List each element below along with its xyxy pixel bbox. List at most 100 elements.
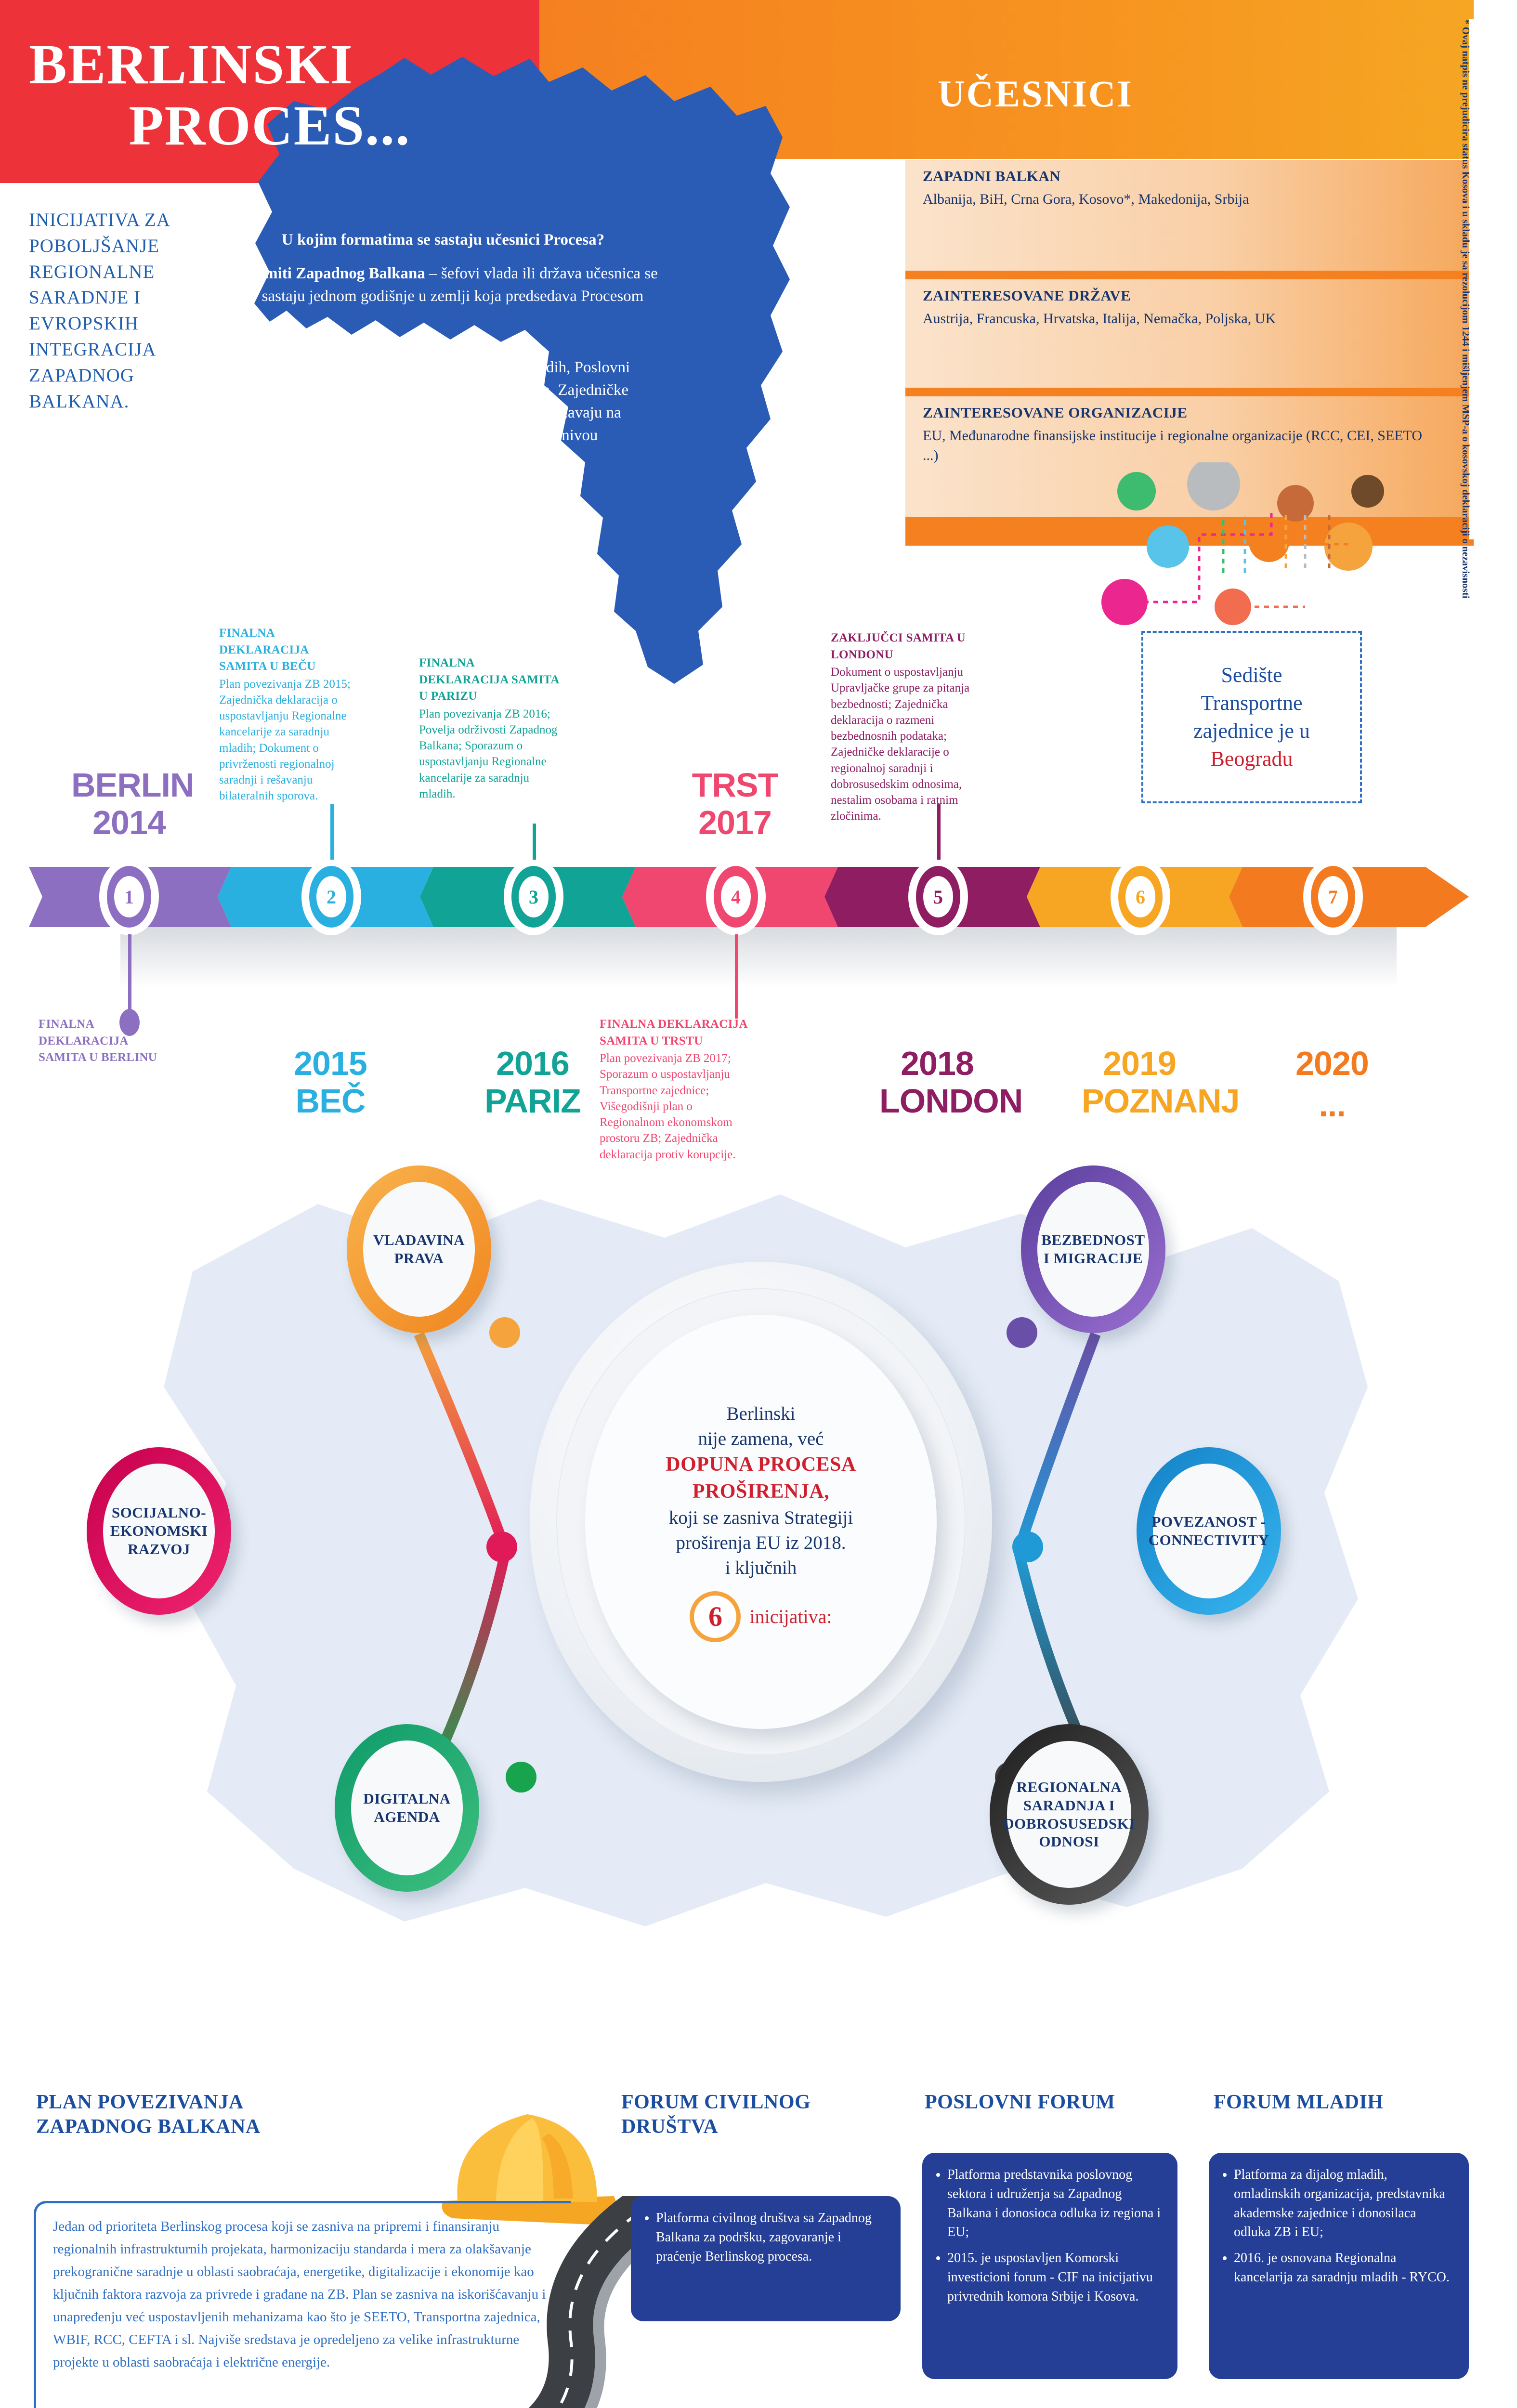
timeline-city-1: BERLIN bbox=[71, 766, 195, 804]
transport-line-1: Sedište bbox=[1221, 663, 1282, 687]
initiative-socioeconomic[interactable]: SOCIJALNO-EKONOMSKI RAZVOJ bbox=[87, 1447, 231, 1615]
timeline-leader-1-dot bbox=[119, 1009, 140, 1036]
timeline-node-6-number: 6 bbox=[1125, 876, 1155, 917]
participants-heading-orgs: ZAINTERESOVANE ORGANIZACIJE bbox=[923, 404, 1188, 421]
timeline-annotation-4: FINALNA DEKLARACIJA SAMITA U TRSTU Plan … bbox=[600, 1016, 754, 1163]
vertical-note-backdrop bbox=[1469, 19, 1487, 539]
intro-text: INICIJATIVA ZA POBOLJŠANJE REGIONALNE SA… bbox=[29, 209, 170, 412]
core-line-3: koji se zasniva Strategiji bbox=[668, 1507, 853, 1528]
youth-forum-card: Platforma za dijalog mladih, omladinskih… bbox=[1209, 2153, 1469, 2379]
timeline-leader-4 bbox=[735, 934, 738, 1019]
youth-forum-title: FORUM MLADIH bbox=[1214, 2091, 1384, 2113]
formats-item-summits: Samiti Zapadnog Balkana – šefovi vlada i… bbox=[241, 262, 665, 308]
timeline-node-4[interactable]: 4 bbox=[706, 858, 766, 935]
participants-bottom-bar bbox=[905, 517, 1474, 546]
timeline-year-5: 2018 bbox=[901, 1045, 974, 1082]
network-decoration bbox=[1101, 462, 1384, 625]
transport-community-box: Sedište Transportne zajednice je u Beogr… bbox=[1141, 631, 1362, 803]
core-red-line-1: DOPUNA PROCESA bbox=[666, 1453, 856, 1476]
timeline-leader-3 bbox=[533, 824, 536, 860]
transport-line-2: Transportne bbox=[1201, 691, 1303, 715]
timeline-node-2-number: 2 bbox=[316, 876, 346, 917]
timeline-annotation-5: ZAKLJUČCI SAMITA U LONDONU Dokument o us… bbox=[831, 630, 990, 824]
initiative-count-label: inicijativa: bbox=[749, 1606, 832, 1627]
wheel-dot-rule-of-law bbox=[489, 1317, 520, 1348]
initiative-connectivity[interactable]: POVEZANOST - CONNECTIVITY bbox=[1137, 1447, 1281, 1615]
timeline-annotation-1-title: FINALNA DEKLARACIJA SAMITA U BERLINU bbox=[39, 1018, 157, 1064]
initiative-rule-of-law[interactable]: VLADAVINA PRAVA bbox=[347, 1165, 491, 1333]
timeline-annotation-4-title: FINALNA DEKLARACIJA SAMITA U TRSTU bbox=[600, 1018, 747, 1047]
timeline-year-6: 2019 bbox=[1103, 1045, 1177, 1082]
business-forum-card: Platforma predstavnika poslovnog sektora… bbox=[922, 2153, 1177, 2379]
initiative-regional-cooperation-label: REGIONALNA SARADNJA I DOBROSUSEDSKI ODNO… bbox=[1003, 1778, 1135, 1850]
participants-band-wb: ZAPADNI BALKAN Albanija, BiH, Crna Gora,… bbox=[905, 160, 1474, 271]
initiative-digital-agenda[interactable]: DIGITALNA AGENDA bbox=[335, 1724, 479, 1892]
wheel-dot-connectivity bbox=[1012, 1531, 1043, 1562]
timeline-city-7: ... bbox=[1319, 1086, 1346, 1124]
six-initiatives-wheel: Berlinski nije zamena, već DOPUNA PROCES… bbox=[87, 1103, 1373, 2003]
timeline-node-3-number: 3 bbox=[519, 876, 549, 917]
timeline-year-1: 2014 bbox=[92, 804, 166, 841]
balkans-map-shape bbox=[254, 57, 790, 684]
timeline-city-2: BEČ bbox=[295, 1082, 366, 1120]
wheel-core-text: Berlinski nije zamena, već DOPUNA PROCES… bbox=[602, 1401, 920, 1580]
participants-body-wb: Albanija, BiH, Crna Gora, Kosovo*, Maked… bbox=[923, 191, 1249, 207]
transport-line-3: zajednice je u bbox=[1193, 719, 1310, 743]
initiative-security-migration[interactable]: BEZBEDNOST I MIGRACIJE bbox=[1021, 1165, 1165, 1333]
wheel-dot-security bbox=[1007, 1317, 1037, 1348]
timeline-bar-shadow bbox=[120, 925, 1397, 987]
business-forum-title: POSLOVNI FORUM bbox=[925, 2091, 1115, 2113]
timeline-annotation-5-body: Dokument o uspostavljanju Upravljačke gr… bbox=[831, 666, 970, 823]
participants-heading-states: ZAINTERESOVANE DRŽAVE bbox=[923, 287, 1131, 304]
title-line-2: PROCES... bbox=[129, 94, 411, 157]
core-line-2: nije zamena, već bbox=[698, 1428, 824, 1450]
timeline-node-7-number: 7 bbox=[1318, 876, 1348, 917]
initiative-digital-agenda-label: DIGITALNA AGENDA bbox=[363, 1790, 451, 1825]
timeline-city-4: TRST bbox=[692, 766, 779, 804]
formats-item-thematic-label: Tematski samiti bbox=[352, 359, 460, 376]
initiative-count: 6 bbox=[690, 1591, 741, 1642]
kosovo-footnote: * Ovaj natpis ne prejudicira status Koso… bbox=[1460, 19, 1472, 599]
timeline-annotation-3-body: Plan povezivanja ZB 2016; Povelja održiv… bbox=[419, 707, 558, 800]
youth-forum-bullet-2: 2016. je osnovana Regionalna kancelarija… bbox=[1234, 2249, 1452, 2287]
initiative-regional-cooperation[interactable]: REGIONALNA SARADNJA I DOBROSUSEDSKI ODNO… bbox=[990, 1724, 1149, 1905]
timeline-year-2: 2015 bbox=[294, 1045, 367, 1082]
timeline-node-6[interactable]: 6 bbox=[1111, 858, 1170, 935]
civil-forum-bullet-1: Platforma civilnog društva sa Zapadnog B… bbox=[656, 2209, 884, 2266]
timeline-node-2[interactable]: 2 bbox=[301, 858, 361, 935]
timeline-node-7[interactable]: 7 bbox=[1303, 858, 1363, 935]
civil-forum-card: Platforma civilnog društva sa Zapadnog B… bbox=[631, 2196, 901, 2321]
timeline-year-4: 2017 bbox=[698, 804, 772, 841]
timeline-node-1-number: 1 bbox=[114, 876, 144, 917]
participants-separator-1 bbox=[905, 271, 1474, 279]
participants-body-orgs: EU, Međunarodne finansijske institucije … bbox=[923, 428, 1422, 463]
timeline-annotation-1: FINALNA DEKLARACIJA SAMITA U BERLINU bbox=[39, 1016, 159, 1066]
timeline-annotation-3: FINALNA DEKLARACIJA SAMITA U PARIZU Plan… bbox=[419, 655, 563, 802]
formats-item-thematic-text: – Forum mladih, Poslovni forum, Forum ci… bbox=[353, 359, 630, 444]
timeline-node-5[interactable]: 5 bbox=[908, 858, 968, 935]
timeline-leader-2 bbox=[330, 804, 334, 860]
business-forum-bullet-2: 2015. je uspostavljen Komorski investici… bbox=[947, 2249, 1161, 2306]
core-line-5: i ključnih bbox=[725, 1557, 797, 1578]
formats-item-summits-label: Samiti Zapadnog Balkana bbox=[248, 265, 425, 282]
initiative-socioeconomic-label: SOCIJALNO-EKONOMSKI RAZVOJ bbox=[110, 1504, 208, 1557]
timeline-year-7: 2020 bbox=[1295, 1045, 1369, 1082]
timeline-annotation-2-body: Plan povezivanja ZB 2015; Zajednička dek… bbox=[219, 677, 351, 803]
formats-item-thematic: Tematski samiti – Forum mladih, Poslovni… bbox=[337, 356, 645, 446]
timeline-annotation-4-body: Plan povezivanja ZB 2017; Sporazum o usp… bbox=[600, 1052, 736, 1161]
initiative-count-group: 6 inicijativa: bbox=[690, 1591, 832, 1642]
participants-body-states: Austrija, Francuska, Hrvatska, Italija, … bbox=[923, 311, 1276, 327]
plan-text-box bbox=[34, 2201, 571, 2408]
timeline: 1 2 3 4 5 6 7 bbox=[0, 804, 1517, 1088]
timeline-city-3: PARIZ bbox=[484, 1082, 581, 1120]
timeline-node-3[interactable]: 3 bbox=[504, 858, 563, 935]
timeline-year-3: 2016 bbox=[496, 1045, 570, 1082]
timeline-annotation-2: FINALNA DEKLARACIJA SAMITA U BEČU Plan p… bbox=[219, 625, 359, 804]
timeline-node-5-number: 5 bbox=[923, 876, 953, 917]
timeline-node-1[interactable]: 1 bbox=[99, 858, 159, 935]
core-line-1: Berlinski bbox=[726, 1403, 796, 1425]
winding-road-illustration bbox=[528, 2196, 688, 2408]
wheel-core: Berlinski nije zamena, već DOPUNA PROCES… bbox=[585, 1315, 937, 1729]
transport-city: Beogradu bbox=[1210, 747, 1293, 771]
formats-question: U kojim formatima se sastaju učesnici Pr… bbox=[281, 231, 605, 249]
